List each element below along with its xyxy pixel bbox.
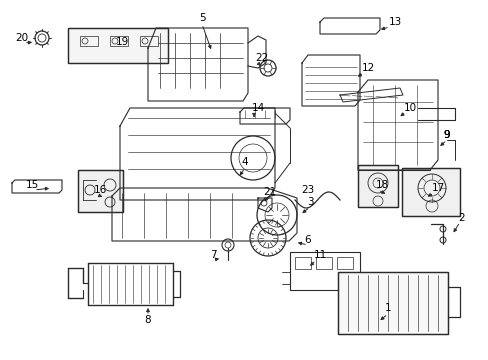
Bar	[78, 170, 123, 212]
Text: 5: 5	[198, 13, 205, 23]
Text: 13: 13	[387, 17, 401, 27]
Text: 6: 6	[304, 235, 311, 245]
Text: 22: 22	[255, 53, 268, 63]
Bar	[289, 252, 359, 290]
Bar	[337, 272, 447, 334]
Text: 8: 8	[144, 315, 151, 325]
Bar	[357, 80, 437, 160]
Bar	[336, 257, 352, 269]
Text: 23: 23	[301, 185, 314, 195]
Text: 20: 20	[16, 33, 28, 43]
Bar	[294, 257, 310, 269]
Text: 9: 9	[443, 130, 449, 140]
Bar	[68, 28, 168, 63]
Text: 18: 18	[375, 180, 388, 190]
Bar	[78, 170, 123, 212]
Bar	[357, 165, 397, 207]
Text: 15: 15	[25, 180, 39, 190]
Text: 7: 7	[209, 250, 216, 260]
Text: 12: 12	[361, 63, 374, 73]
Text: 3: 3	[306, 197, 313, 207]
Text: 16: 16	[93, 185, 106, 195]
Bar	[140, 36, 158, 46]
Bar	[315, 257, 331, 269]
Bar	[68, 28, 168, 63]
Bar	[401, 168, 459, 216]
Bar	[357, 165, 397, 207]
Text: 11: 11	[313, 250, 326, 260]
Bar	[80, 36, 98, 46]
Text: 21: 21	[263, 187, 276, 197]
Text: 4: 4	[241, 157, 248, 167]
Text: 17: 17	[430, 183, 444, 193]
Text: 14: 14	[251, 103, 264, 113]
Text: 19: 19	[115, 37, 128, 47]
Text: 2: 2	[458, 213, 465, 223]
Text: 1: 1	[384, 303, 390, 313]
Text: 10: 10	[403, 103, 416, 113]
Text: 9: 9	[443, 130, 449, 140]
Bar	[110, 36, 128, 46]
Text: 9: 9	[443, 130, 449, 140]
Bar	[401, 168, 459, 216]
Bar	[337, 272, 447, 334]
